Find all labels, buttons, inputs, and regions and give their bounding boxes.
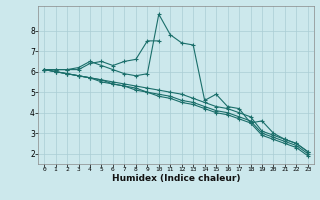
X-axis label: Humidex (Indice chaleur): Humidex (Indice chaleur) bbox=[112, 174, 240, 183]
